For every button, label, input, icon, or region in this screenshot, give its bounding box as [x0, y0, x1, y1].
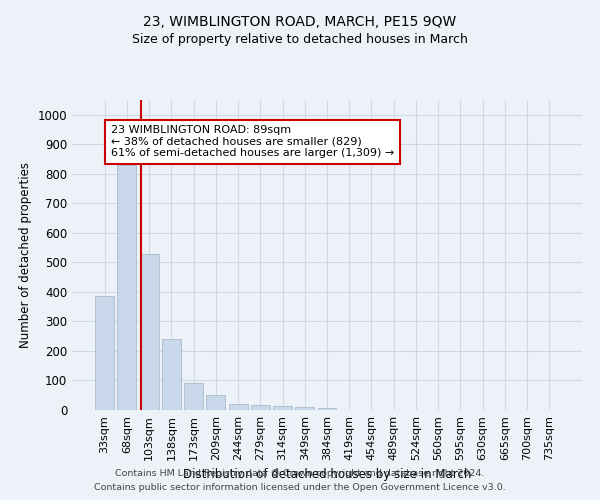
X-axis label: Distribution of detached houses by size in March: Distribution of detached houses by size …: [183, 468, 471, 481]
Bar: [118, 165, 136, 410]
Text: Contains HM Land Registry data © Crown copyright and database right 2024.: Contains HM Land Registry data © Crown c…: [115, 468, 485, 477]
Bar: [95, 296, 114, 410]
Text: 23 WIMBLINGTON ROAD: 89sqm
← 38% of detached houses are smaller (829)
61% of sem: 23 WIMBLINGTON ROAD: 89sqm ← 38% of deta…: [111, 125, 394, 158]
Text: Size of property relative to detached houses in March: Size of property relative to detached ho…: [132, 32, 468, 46]
Bar: [295, 407, 314, 410]
Text: 23, WIMBLINGTON ROAD, MARCH, PE15 9QW: 23, WIMBLINGTON ROAD, MARCH, PE15 9QW: [143, 15, 457, 29]
Bar: [206, 395, 225, 410]
Text: Contains public sector information licensed under the Open Government Licence v3: Contains public sector information licen…: [94, 484, 506, 492]
Bar: [140, 254, 158, 410]
Bar: [229, 404, 248, 410]
Bar: [184, 382, 203, 410]
Bar: [251, 404, 270, 410]
Y-axis label: Number of detached properties: Number of detached properties: [19, 162, 32, 348]
Bar: [162, 339, 181, 410]
Bar: [273, 406, 292, 410]
Bar: [317, 408, 337, 410]
